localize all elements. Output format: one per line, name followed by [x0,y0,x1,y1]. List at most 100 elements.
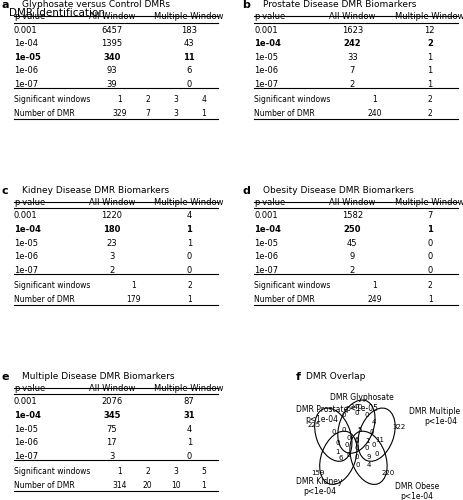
Text: 0: 0 [354,436,359,442]
Text: 45: 45 [347,238,357,248]
Text: p-value: p-value [14,198,45,207]
Text: 0.001: 0.001 [14,212,38,220]
Text: 0: 0 [427,252,432,261]
Text: 93: 93 [106,66,117,75]
Text: 17: 17 [106,438,117,447]
Text: 0: 0 [354,410,359,416]
Text: Number of DMR: Number of DMR [255,295,315,304]
Text: 0: 0 [335,440,339,446]
Text: 1e-07: 1e-07 [14,80,38,89]
Text: 1: 1 [428,295,433,304]
Text: b: b [242,0,250,10]
Text: 0: 0 [354,438,359,444]
Text: 7: 7 [145,109,150,118]
Text: 1220: 1220 [101,212,122,220]
Text: 1: 1 [188,295,192,304]
Text: e: e [2,372,9,382]
Text: 3: 3 [109,452,114,461]
Text: Multiple Window: Multiple Window [155,384,224,394]
Text: 1582: 1582 [342,212,363,220]
Text: 249: 249 [367,295,382,304]
Text: 2: 2 [109,266,114,275]
Text: 1e-05: 1e-05 [14,52,41,62]
Text: 9: 9 [350,252,355,261]
Text: 1395: 1395 [101,39,122,48]
Text: 1: 1 [187,238,192,248]
Text: Number of DMR: Number of DMR [14,481,75,490]
Text: Multiple Window: Multiple Window [155,12,224,22]
Text: 2: 2 [188,282,192,290]
Text: 31: 31 [183,411,195,420]
Text: 0: 0 [187,252,192,261]
Text: Significant windows: Significant windows [14,468,90,476]
Text: 3: 3 [109,252,114,261]
Text: c: c [2,186,8,196]
Text: 11: 11 [375,436,384,442]
Text: 1e-04: 1e-04 [255,225,282,234]
Text: 1: 1 [187,438,192,447]
Text: Multiple Disease DMR Biomarkers: Multiple Disease DMR Biomarkers [22,372,175,382]
Text: Number of DMR: Number of DMR [14,295,75,304]
Text: 0: 0 [371,442,376,448]
Text: 242: 242 [344,39,361,48]
Text: 7: 7 [427,212,432,220]
Text: 3: 3 [173,109,178,118]
Text: 1e-05: 1e-05 [255,238,278,248]
Text: DMR Glyphosate
p<1e-05: DMR Glyphosate p<1e-05 [330,394,394,413]
Text: Significant windows: Significant windows [255,96,331,104]
Text: 1e-07: 1e-07 [255,266,279,275]
Text: 0: 0 [427,238,432,248]
Text: 0: 0 [187,452,192,461]
Text: 0: 0 [341,412,345,418]
Text: 329: 329 [113,109,127,118]
Text: 1: 1 [131,282,136,290]
Text: 4: 4 [371,418,375,424]
Text: 1e-06: 1e-06 [14,438,38,447]
Text: 75: 75 [106,424,117,434]
Text: Number of DMR: Number of DMR [255,109,315,118]
Text: 12: 12 [425,26,435,35]
Text: 1: 1 [427,80,432,89]
Text: 7: 7 [350,66,355,75]
Text: 4: 4 [366,462,371,468]
Text: Significant windows: Significant windows [255,282,331,290]
Text: p-value: p-value [14,12,45,22]
Text: 2: 2 [428,282,433,290]
Text: All Window: All Window [88,198,135,207]
Text: 179: 179 [126,295,141,304]
Text: 1: 1 [427,52,432,62]
Text: d: d [242,186,250,196]
Text: DMR Obese
p<1e-04: DMR Obese p<1e-04 [394,482,439,500]
Text: 0: 0 [346,434,350,440]
Text: 0: 0 [346,452,350,458]
Text: 1: 1 [117,468,122,476]
Text: 0: 0 [374,451,379,457]
Text: Multiple Window: Multiple Window [155,198,224,207]
Text: 3: 3 [173,96,178,104]
Text: Glyphosate versus Control DMRs: Glyphosate versus Control DMRs [22,0,170,10]
Text: 1: 1 [117,96,122,104]
Text: 0.001: 0.001 [14,398,38,406]
Text: 1e-06: 1e-06 [14,252,38,261]
Text: 3: 3 [173,468,178,476]
Text: 6: 6 [338,455,343,461]
Text: 43: 43 [184,39,194,48]
Text: 5: 5 [201,468,206,476]
Text: 1: 1 [427,225,433,234]
Text: Kidney Disease DMR Biomarkers: Kidney Disease DMR Biomarkers [22,186,169,196]
Text: 5: 5 [357,426,362,432]
Text: 1e-07: 1e-07 [14,452,38,461]
Text: f: f [296,372,301,382]
Text: 250: 250 [344,225,361,234]
Text: All Window: All Window [88,12,135,22]
Text: 1623: 1623 [342,26,363,35]
Text: Significant windows: Significant windows [14,96,90,104]
Text: All Window: All Window [329,12,375,22]
Text: 0: 0 [344,442,349,448]
Text: 0: 0 [364,444,369,450]
Text: 6: 6 [187,66,192,75]
Text: 340: 340 [103,52,120,62]
Text: 2: 2 [427,39,433,48]
Text: 225: 225 [307,422,321,428]
Text: 0: 0 [331,428,336,434]
